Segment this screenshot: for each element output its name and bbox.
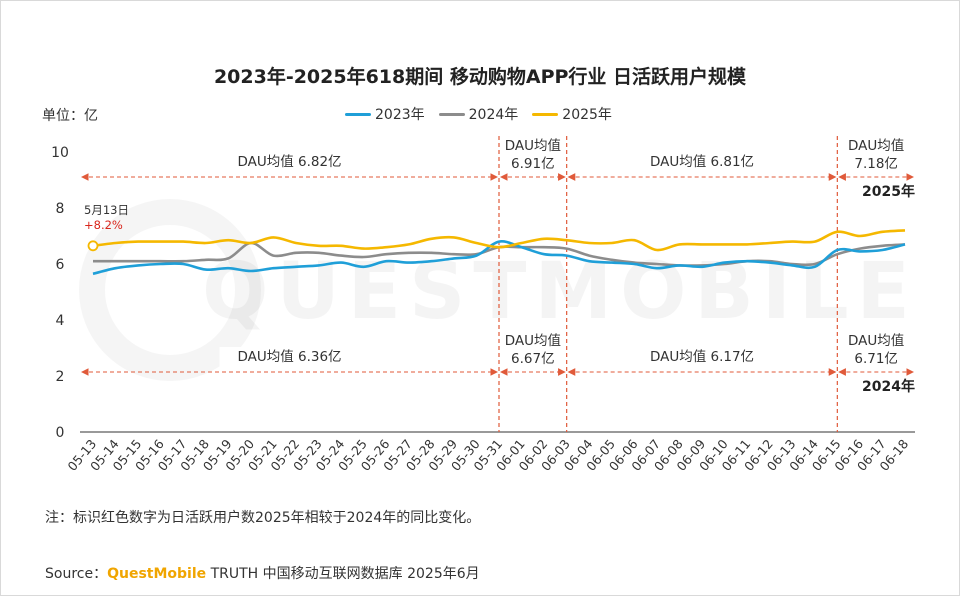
source-rest: TRUTH 中国移动互联网数据库 2025年6月 [206, 566, 480, 582]
period-mean-value: 6.71亿 [854, 351, 898, 367]
y-tick-label: 4 [56, 313, 65, 329]
y-tick-label: 0 [56, 425, 65, 441]
legend-item: 2023年 [345, 104, 425, 124]
period-mean-value: 6.67亿 [511, 351, 555, 367]
legend-item: 2024年 [438, 104, 519, 124]
point-change-label: +8.2% [84, 218, 123, 232]
period-mean-value: 7.18亿 [854, 156, 898, 172]
legend-label: 2024年 [468, 107, 519, 123]
legend-label: 2023年 [375, 107, 425, 123]
period-mean-label: DAU均值 6.81亿 [650, 154, 754, 170]
period-label-bg [219, 347, 360, 367]
unit-label: 单位：亿 [42, 108, 98, 124]
y-tick-label: 10 [51, 145, 69, 161]
period-mean-label: DAU均值 6.36亿 [237, 349, 341, 365]
point-date-label: 5月13日 [84, 203, 129, 217]
highlight-point [87, 240, 99, 252]
source-label: Source： [45, 566, 108, 582]
year-label-2024: 2024年 [862, 378, 915, 395]
source-brand: QuestMobile [107, 566, 207, 582]
footnote: 注：标识红色数字为日活跃用户数2025年相较于2024年的同比变化。 [45, 510, 481, 526]
legend-label: 2025年 [562, 107, 612, 123]
legend-swatch [438, 112, 465, 116]
period-mean-label: DAU均值 6.82亿 [237, 154, 341, 170]
period-mean-label: DAU均值 [848, 333, 904, 349]
y-tick-label: 2 [56, 369, 65, 385]
chart-title: 2023年-2025年618期间 移动购物APP行业 日活跃用户规模 [213, 66, 747, 88]
period-mean-label: DAU均值 [848, 138, 904, 154]
series-line-2025年 [92, 229, 906, 252]
legend: 2023年 2024年 2025年 [345, 104, 612, 124]
y-tick-label: 8 [56, 201, 65, 217]
y-tick-label: 6 [56, 257, 65, 273]
period-label-bg [632, 347, 772, 367]
period-mean-value: 6.91亿 [511, 156, 555, 172]
period-mean-label: DAU均值 6.17亿 [650, 349, 754, 365]
legend-swatch [345, 112, 371, 116]
period-label-bg [632, 152, 772, 172]
period-mean-label: DAU均值 [505, 333, 561, 349]
period-mean-label: DAU均值 [505, 138, 561, 154]
period-label-bg [219, 152, 360, 172]
watermark-text: QUESTMOBILE [202, 247, 918, 337]
watermark-logo-ring [79, 199, 261, 381]
legend-swatch [532, 112, 559, 116]
year-label-2025: 2025年 [862, 183, 915, 200]
series-line-2023年 [92, 240, 906, 276]
source-line: Source：QuestMobile TRUTH 中国移动互联网数据库 2025… [45, 563, 480, 583]
legend-item: 2025年 [532, 104, 612, 124]
